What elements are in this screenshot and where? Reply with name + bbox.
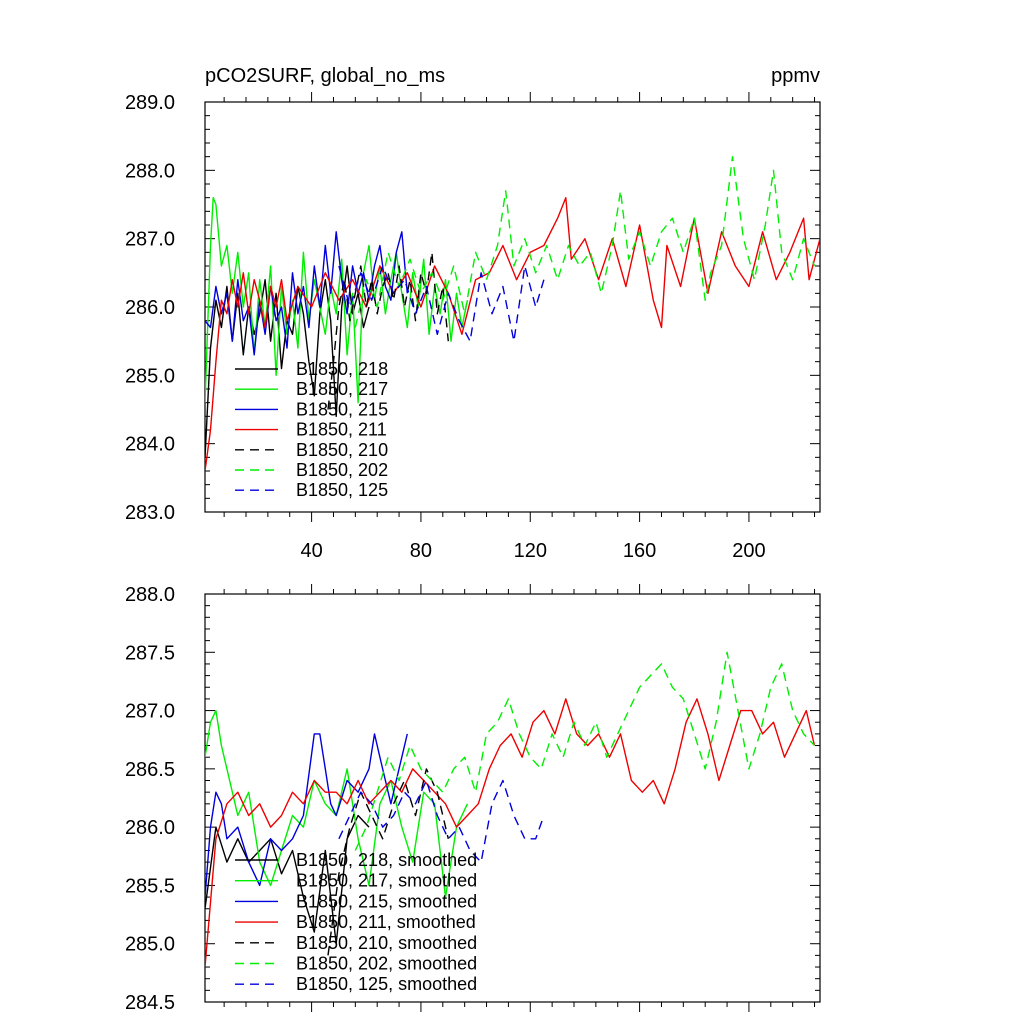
series-line — [205, 196, 469, 404]
y-tick-label: 289.0 — [125, 92, 175, 114]
series-line — [327, 768, 449, 956]
y-tick-label: 285.0 — [125, 365, 175, 387]
series-line — [205, 814, 370, 945]
y-tick-label: 283.0 — [125, 502, 175, 524]
plot-frame — [204, 593, 821, 1003]
legend-label: B1850, 217 — [296, 379, 388, 399]
series-line — [338, 779, 545, 863]
series-line — [327, 251, 449, 410]
series-line — [338, 265, 545, 342]
series-line — [205, 709, 469, 898]
legend-label: B1850, 125 — [296, 480, 388, 500]
x-tick-label: 40 — [300, 540, 322, 562]
x-tick-label: 120 — [514, 540, 547, 562]
bottom-panel: 284.5 285.0 285.5 286.0 286.5 287.0 287.5 288.0… — [125, 584, 821, 1014]
legend-label: B1850, 211 — [296, 420, 387, 440]
chart-units: ppmv — [771, 65, 820, 87]
y-tick-label: 288.0 — [125, 584, 175, 606]
legend-label: B1850, 210, smoothed — [296, 933, 477, 953]
y-tick-label: 285.0 — [125, 934, 175, 956]
y-tick-label: 286.0 — [125, 297, 175, 319]
legend-label: B1850, 218 — [296, 359, 388, 379]
y-tick-label: 288.0 — [125, 160, 175, 182]
y-tick-label: 286.5 — [125, 759, 175, 781]
legend-label: B1850, 217, smoothed — [296, 871, 477, 891]
x-tick-label: 200 — [732, 540, 765, 562]
series-line — [205, 231, 408, 356]
series-line — [354, 155, 816, 328]
chart-title: pCO2SURF, global_no_ms — [205, 65, 445, 87]
series-line — [354, 651, 816, 851]
y-tick-label: 287.0 — [125, 229, 175, 251]
legend-label: B1850, 215, smoothed — [296, 891, 477, 911]
series-group — [205, 651, 816, 968]
x-tick-label: 160 — [623, 540, 656, 562]
legend-label: B1850, 202 — [296, 460, 388, 480]
y-tick-label: 284.5 — [125, 992, 175, 1014]
y-tick-label: 287.5 — [125, 642, 175, 664]
legend-label: B1850, 218, smoothed — [296, 850, 477, 870]
x-tick-label: 80 — [410, 540, 432, 562]
y-tick-label: 287.0 — [125, 701, 175, 723]
series-group — [205, 155, 820, 472]
legend-label: B1850, 210 — [296, 440, 388, 460]
legend-label: B1850, 215 — [296, 399, 388, 419]
top-panel: 283.0 284.0 285.0 286.0 287.0 288.0 289.0 40 80 1… — [125, 65, 821, 562]
y-tick-label: 284.0 — [125, 434, 175, 456]
legend-label: B1850, 202, smoothed — [296, 954, 477, 974]
y-tick-label: 286.0 — [125, 817, 175, 839]
series-line — [205, 196, 820, 472]
y-tick-label: 285.5 — [125, 875, 175, 897]
legend-label: B1850, 125, smoothed — [296, 974, 477, 994]
legend-label: B1850, 211, smoothed — [296, 912, 476, 932]
series-line — [205, 698, 816, 968]
